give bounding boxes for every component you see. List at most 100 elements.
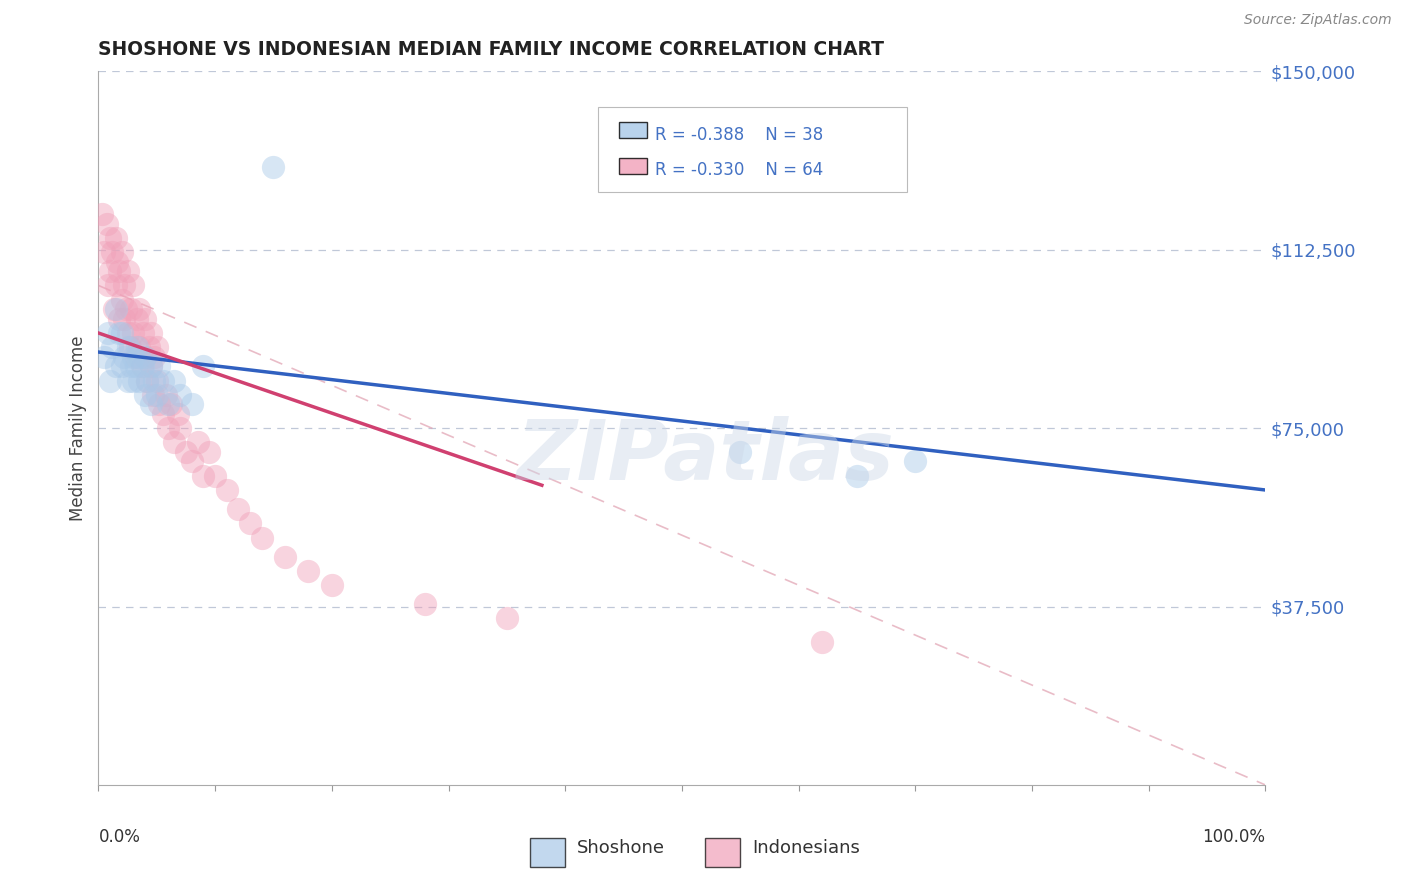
- Point: [134, 311, 156, 326]
- Point: [169, 388, 191, 402]
- Point: [163, 374, 186, 388]
- Point: [174, 445, 197, 459]
- Point: [128, 374, 150, 388]
- Point: [122, 326, 145, 340]
- Point: [132, 359, 155, 374]
- Point: [139, 359, 162, 374]
- Text: 100.0%: 100.0%: [1202, 828, 1265, 846]
- Point: [204, 468, 226, 483]
- Text: SHOSHONE VS INDONESIAN MEDIAN FAMILY INCOME CORRELATION CHART: SHOSHONE VS INDONESIAN MEDIAN FAMILY INC…: [98, 39, 884, 59]
- Point: [128, 350, 150, 364]
- Point: [117, 264, 139, 278]
- Point: [98, 231, 121, 245]
- Point: [139, 397, 162, 411]
- Point: [125, 359, 148, 374]
- Point: [104, 278, 127, 293]
- Point: [159, 397, 181, 411]
- Point: [148, 359, 170, 374]
- Point: [132, 326, 155, 340]
- Point: [122, 350, 145, 364]
- Point: [122, 374, 145, 388]
- Point: [157, 397, 180, 411]
- Point: [139, 326, 162, 340]
- Point: [163, 435, 186, 450]
- Point: [111, 293, 134, 307]
- Text: Source: ZipAtlas.com: Source: ZipAtlas.com: [1244, 13, 1392, 28]
- FancyBboxPatch shape: [530, 838, 565, 867]
- Point: [134, 350, 156, 364]
- Point: [105, 254, 128, 268]
- Text: ZIPatlas: ZIPatlas: [516, 417, 894, 497]
- Point: [93, 350, 115, 364]
- Text: R = -0.330    N = 64: R = -0.330 N = 64: [655, 161, 824, 178]
- Point: [146, 388, 169, 402]
- Point: [101, 245, 124, 260]
- Point: [111, 359, 134, 374]
- Y-axis label: Median Family Income: Median Family Income: [69, 335, 87, 521]
- Point: [413, 597, 436, 611]
- Point: [112, 311, 135, 326]
- Point: [250, 531, 273, 545]
- Point: [120, 359, 142, 374]
- Point: [128, 302, 150, 317]
- Point: [90, 207, 112, 221]
- Point: [169, 421, 191, 435]
- Point: [155, 388, 177, 402]
- Point: [125, 350, 148, 364]
- Point: [139, 359, 162, 374]
- Point: [103, 302, 125, 317]
- Point: [120, 302, 142, 317]
- Point: [730, 445, 752, 459]
- Point: [104, 231, 127, 245]
- Text: R = -0.388    N = 38: R = -0.388 N = 38: [655, 126, 824, 144]
- Point: [96, 217, 118, 231]
- Point: [321, 578, 343, 592]
- Point: [98, 374, 121, 388]
- FancyBboxPatch shape: [706, 838, 741, 867]
- Point: [93, 245, 115, 260]
- Point: [142, 388, 165, 402]
- Point: [152, 407, 174, 421]
- Point: [117, 374, 139, 388]
- Point: [152, 374, 174, 388]
- Point: [904, 454, 927, 468]
- Point: [117, 326, 139, 340]
- Point: [98, 264, 121, 278]
- Point: [117, 340, 139, 354]
- Text: 0.0%: 0.0%: [98, 828, 141, 846]
- Point: [157, 421, 180, 435]
- Point: [239, 516, 262, 531]
- Point: [811, 635, 834, 649]
- Point: [146, 340, 169, 354]
- Point: [136, 374, 159, 388]
- Point: [111, 245, 134, 260]
- Point: [138, 340, 160, 354]
- Point: [187, 435, 209, 450]
- Point: [118, 340, 141, 354]
- Point: [104, 302, 127, 317]
- Text: Indonesians: Indonesians: [752, 838, 860, 856]
- Point: [193, 359, 215, 374]
- Point: [166, 407, 188, 421]
- Point: [111, 326, 134, 340]
- Point: [97, 278, 120, 293]
- Point: [193, 468, 215, 483]
- Point: [198, 445, 221, 459]
- Point: [134, 388, 156, 402]
- Point: [112, 350, 135, 364]
- Point: [131, 359, 153, 374]
- Point: [180, 454, 202, 468]
- Point: [97, 326, 120, 340]
- Point: [146, 374, 169, 388]
- Point: [215, 483, 238, 497]
- Point: [128, 340, 150, 354]
- Point: [134, 350, 156, 364]
- Point: [112, 278, 135, 293]
- Point: [262, 160, 284, 174]
- Text: Shoshone: Shoshone: [576, 838, 665, 856]
- Point: [104, 359, 127, 374]
- Point: [136, 374, 159, 388]
- Point: [108, 264, 131, 278]
- Point: [274, 549, 297, 564]
- Point: [228, 502, 250, 516]
